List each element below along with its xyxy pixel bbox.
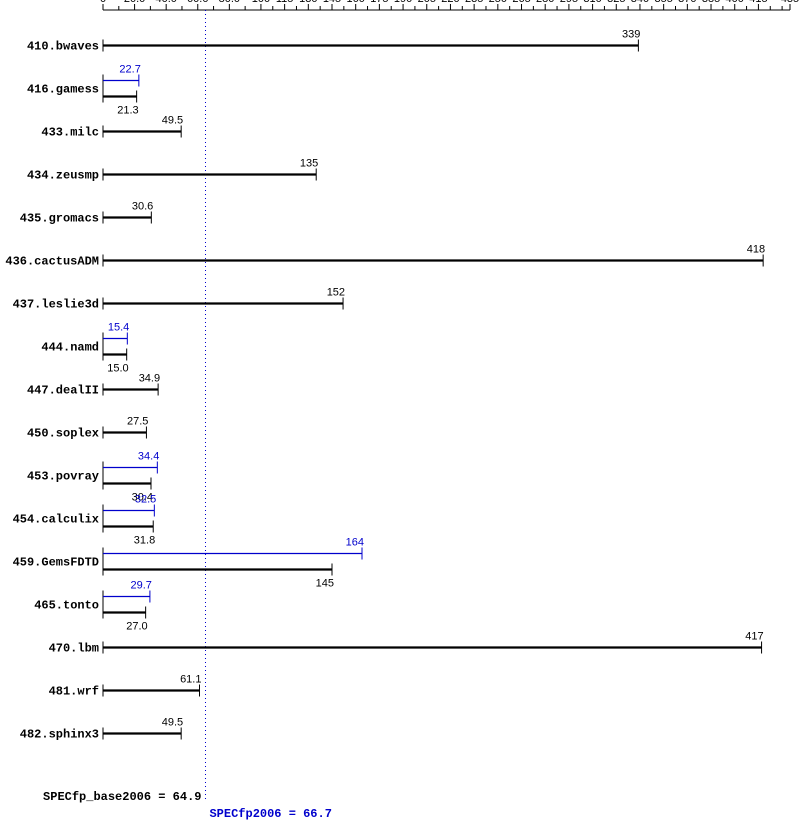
- benchmark-label: 435.gromacs: [20, 212, 99, 226]
- axis-tick-label: 100: [252, 0, 270, 5]
- peak-value-label: 34.4: [138, 451, 159, 463]
- base-value-label: 15.0: [107, 363, 128, 375]
- base-value-label: 135: [300, 158, 318, 170]
- axis-tick-label: 295: [560, 0, 578, 5]
- peak-value-label: 15.4: [108, 322, 129, 334]
- axis-tick-label: 340: [631, 0, 649, 5]
- benchmark-label: 470.lbm: [49, 642, 99, 656]
- axis-tick-label: 220: [441, 0, 459, 5]
- benchmark-label: 454.calculix: [13, 513, 99, 527]
- peak-value-label: 22.7: [119, 64, 140, 76]
- base-value-label: 152: [327, 287, 345, 299]
- axis-tick-label: 435: [781, 0, 799, 5]
- spec-benchmark-chart: 0 20.0 40.0 60.0 80.0 100 115 130 145 160 175 190 20…: [0, 0, 799, 831]
- axis-tick-label: 175: [370, 0, 388, 5]
- axis-tick-label: 280: [536, 0, 554, 5]
- axis-tick-label: 190: [394, 0, 412, 5]
- benchmark-label: 481.wrf: [49, 685, 99, 699]
- benchmark-label: 437.leslie3d: [13, 298, 99, 312]
- benchmark-label: 434.zeusmp: [27, 169, 99, 183]
- base-value-label: 31.8: [134, 535, 155, 547]
- benchmark-label: 459.GemsFDTD: [13, 556, 99, 570]
- axis-tick-label: 310: [583, 0, 601, 5]
- axis-tick-label: 20.0: [124, 0, 145, 5]
- axis-tick-label: 400: [726, 0, 744, 5]
- benchmark-label: 453.povray: [27, 470, 99, 484]
- axis-tick-label: 145: [323, 0, 341, 5]
- axis-tick-label: 205: [418, 0, 436, 5]
- peak-value-label: 32.5: [135, 494, 156, 506]
- benchmark-label: 447.dealII: [27, 384, 99, 398]
- base-value-label: 145: [316, 578, 334, 590]
- base-value-label: 418: [747, 244, 765, 256]
- benchmark-label: 410.bwaves: [27, 40, 99, 54]
- axis-tick-label: 265: [512, 0, 530, 5]
- peak-value-label: 29.7: [130, 580, 151, 592]
- summary-peak: SPECfp2006 = 66.7: [209, 807, 331, 821]
- axis-tick-label: 385: [702, 0, 720, 5]
- benchmark-label: 416.gamess: [27, 83, 99, 97]
- base-value-label: 21.3: [117, 105, 138, 117]
- axis-tick-label: 370: [678, 0, 696, 5]
- benchmark-label: 482.sphinx3: [20, 728, 99, 742]
- benchmark-label: 433.milc: [41, 126, 99, 140]
- benchmark-label: 450.soplex: [27, 427, 99, 441]
- base-value-label: 27.5: [127, 416, 148, 428]
- summary-base: SPECfp_base2006 = 64.9: [43, 790, 201, 804]
- axis-tick-label: 0: [100, 0, 106, 5]
- axis-tick-label: 40.0: [155, 0, 176, 5]
- peak-value-label: 164: [346, 537, 364, 549]
- benchmark-label: 436.cactusADM: [5, 255, 99, 269]
- axis-tick-label: 80.0: [219, 0, 240, 5]
- axis-tick-label: 60.0: [187, 0, 208, 5]
- axis-tick-label: 325: [607, 0, 625, 5]
- axis-tick-label: 115: [276, 0, 294, 5]
- base-value-label: 27.0: [126, 621, 147, 633]
- axis-tick-label: 355: [654, 0, 672, 5]
- axis-tick-label: 160: [347, 0, 365, 5]
- benchmark-label: 444.namd: [41, 341, 99, 355]
- base-value-label: 49.5: [162, 115, 183, 127]
- base-value-label: 49.5: [162, 717, 183, 729]
- base-value-label: 417: [745, 631, 763, 643]
- axis-tick-label: 250: [489, 0, 507, 5]
- base-value-label: 61.1: [180, 674, 201, 686]
- benchmark-label: 465.tonto: [34, 599, 99, 613]
- axis-tick-label: 130: [299, 0, 317, 5]
- base-value-label: 339: [622, 29, 640, 41]
- base-value-label: 30.6: [132, 201, 153, 213]
- axis-tick-label: 235: [465, 0, 483, 5]
- axis-tick-label: 415: [749, 0, 767, 5]
- base-value-label: 34.9: [139, 373, 160, 385]
